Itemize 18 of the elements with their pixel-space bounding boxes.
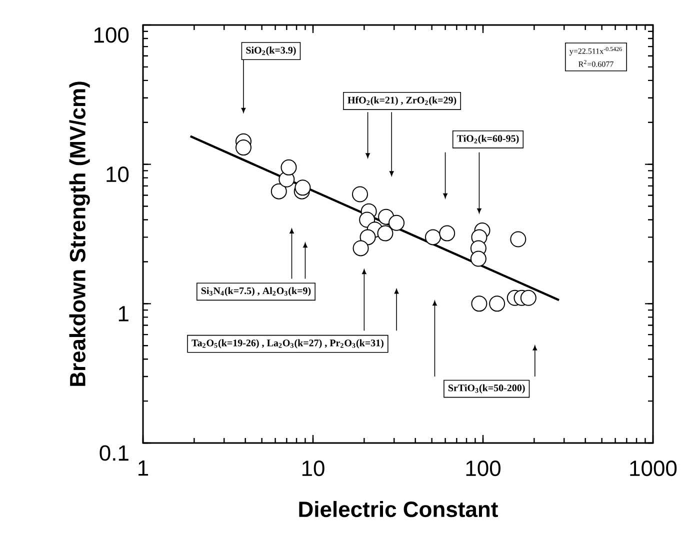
x-tick-label: 1 <box>138 460 148 476</box>
annotation: HfO$_{2}$(k=21) , ZrO$_{2}$(k=29) <box>348 96 456 106</box>
annotation: TiO$_{2}$(k=60-95) <box>457 134 519 144</box>
annotation: R$^{2}$=0.6077 <box>578 60 614 67</box>
y-tick-label: 10 <box>106 166 129 182</box>
annotation: SrTiO$_{3}$(k=50-200) <box>448 384 525 394</box>
y-tick-label: 1 <box>118 306 128 322</box>
x-tick-label: 1000 <box>630 460 677 476</box>
x-axis-title: Dielectric Constant <box>299 500 498 518</box>
y-tick-label: 100 <box>94 27 129 43</box>
annotation: y=22.511x$^{-0.5426}$ <box>569 46 622 56</box>
text: Si$_{3}$N$_{4}$(k=7.5) , Al$_{2}$O$_{3}$(k=9) <box>201 287 311 296</box>
y-tick-label: 0.1 <box>100 445 128 461</box>
x-tick-label: 100 <box>466 460 500 476</box>
x-tick-label: 10 <box>302 460 324 476</box>
y-axis-title: Breakdown Strength (MV/cm) <box>69 82 90 386</box>
text: Ta$_{2}$O$_{5}$(k=19-26) , La$_{2}$O$_{3}$(k=27) , Pr$_{2}$O$_{3}$(k=31) <box>192 339 384 348</box>
annotation: SiO$_{2}$(k=3.9) <box>246 46 296 56</box>
